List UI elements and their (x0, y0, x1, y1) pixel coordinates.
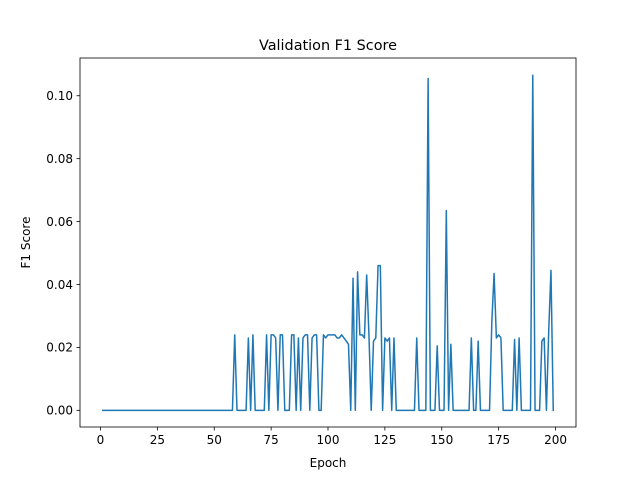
plot-area (102, 74, 555, 412)
x-tick-label: 0 (97, 433, 105, 447)
axes-frame (79, 57, 577, 428)
y-tick-label: 0.02 (46, 341, 73, 355)
x-axis-label: Epoch (310, 456, 347, 470)
y-tick-label: 0.06 (46, 215, 73, 229)
x-tick-label: 75 (263, 433, 278, 447)
y-tick-label: 0.08 (46, 152, 73, 166)
x-tick-label: 200 (544, 433, 567, 447)
x-tick-label: 25 (150, 433, 165, 447)
y-tick-label: 0.04 (46, 278, 73, 292)
y-tick-label: 0.10 (46, 89, 73, 103)
y-axis-ticks: 0.00 0.02 0.04 0.06 0.08 0.10 (46, 89, 80, 418)
y-axis-label: F1 Score (19, 217, 33, 269)
f1-score-line (102, 74, 555, 412)
x-axis-ticks: 0 25 50 75 100 125 150 175 200 (97, 427, 567, 447)
x-tick-label: 175 (487, 433, 510, 447)
y-tick-label: 0.00 (46, 404, 73, 418)
x-tick-label: 125 (373, 433, 396, 447)
x-tick-label: 150 (430, 433, 453, 447)
chart-title: Validation F1 Score (259, 38, 397, 54)
x-tick-label: 50 (207, 433, 222, 447)
x-tick-label: 100 (317, 433, 340, 447)
